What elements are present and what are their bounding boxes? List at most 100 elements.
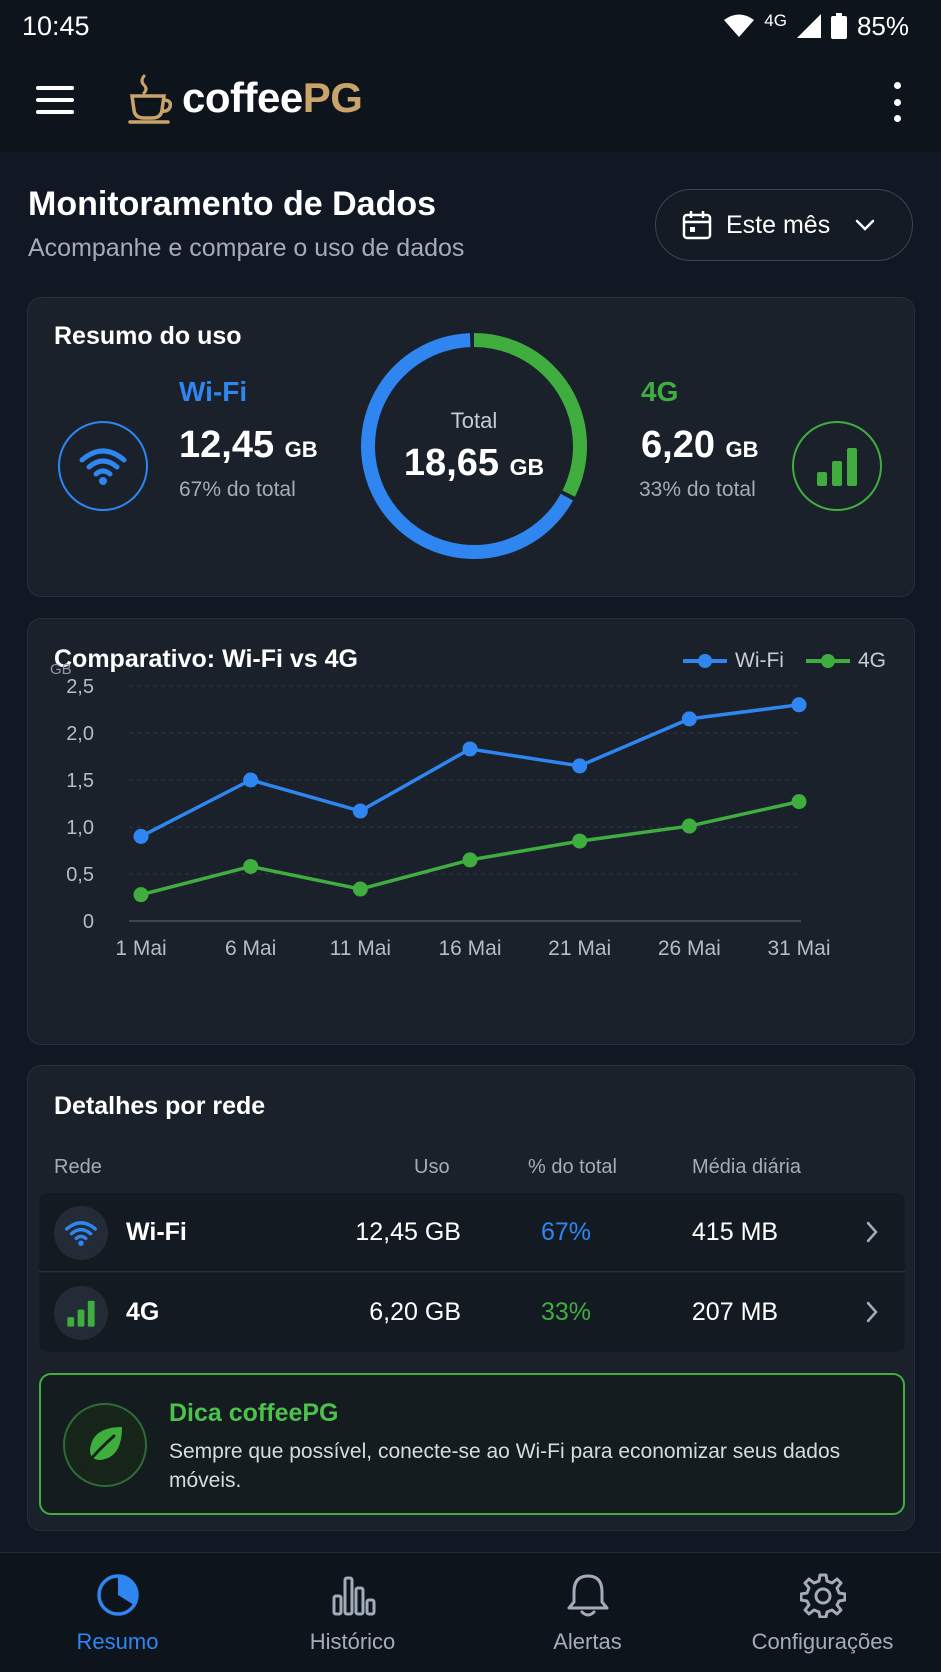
legend-item-4g: 4G: [805, 649, 886, 673]
coffee-cup-icon: [128, 74, 173, 124]
data-point-wifi[interactable]: [243, 772, 259, 788]
data-point-4g[interactable]: [462, 852, 478, 868]
y-tick-label: 1,0: [66, 817, 94, 839]
data-point-wifi[interactable]: [681, 711, 697, 727]
col-header-pct: % do total: [528, 1156, 617, 1178]
y-tick-label: 0,5: [66, 864, 94, 886]
legend-item-wifi: Wi-Fi: [683, 649, 784, 673]
series-line-4g: [140, 799, 800, 897]
gear-icon: [799, 1573, 846, 1618]
network-details-card: Detalhes por rede Rede Uso % do total Mé…: [27, 1065, 915, 1531]
leaf-icon: [84, 1427, 122, 1467]
legend-wifi-label: Wi-Fi: [735, 649, 784, 672]
row-network-name: 4G: [126, 1298, 160, 1326]
donut-segment-wifi: [361, 333, 587, 559]
wifi-label: Wi-Fi: [179, 376, 248, 407]
x-tick-label: 6 Mai: [225, 937, 276, 960]
data-point-wifi[interactable]: [133, 828, 149, 844]
legend-wifi-swatch: [683, 654, 727, 668]
signal-bars-icon: [817, 448, 857, 486]
network-type: 4G: [764, 11, 787, 30]
wifi-row-badge: [54, 1206, 108, 1260]
y-tick-label: 2,0: [66, 723, 94, 745]
wifi-usage: 12,45 GB: [179, 424, 318, 466]
usage-donut-chart: [361, 333, 587, 559]
nav-item-alertas[interactable]: Alertas: [470, 1553, 705, 1672]
more-options-button[interactable]: [891, 82, 903, 122]
x-tick-label: 1 Mai: [115, 937, 166, 960]
line-chart: GB 0 0,5 1,0 1,5 2,0 2,5 1 Mai 6 Mai 11 Mai 16 Mai…: [50, 661, 831, 960]
details-title: Detalhes por rede: [54, 1092, 266, 1120]
donut-segment-4g: [361, 333, 587, 559]
data-point-4g[interactable]: [352, 881, 368, 897]
table-row-4g[interactable]: 4G 6,20 GB 33% 207 MB: [39, 1273, 905, 1352]
total-label: Total: [450, 407, 498, 433]
period-selector[interactable]: Este mês: [655, 189, 913, 261]
bottom-navigation: Resumo Histórico Alertas C: [0, 1552, 941, 1672]
wifi-badge: [58, 421, 148, 511]
nav-item-configuracoes[interactable]: Configurações: [705, 1553, 940, 1672]
status-bar: 10:45 4G 85%: [0, 0, 941, 52]
page-subtitle: Acompanhe e compare o uso de dados: [28, 234, 465, 262]
col-header-uso: Uso: [414, 1156, 450, 1178]
bell-icon: [567, 1574, 608, 1617]
wifi-icon: [65, 1221, 97, 1246]
total-usage: 18,65 GB: [403, 441, 545, 484]
data-point-4g[interactable]: [133, 887, 149, 903]
battery-icon: [830, 13, 847, 39]
app-name: coffeePG: [182, 74, 363, 121]
nav-label: Configurações: [751, 1629, 894, 1654]
g4-row-badge: [54, 1286, 108, 1340]
y-tick-label: 1,5: [66, 770, 94, 792]
row-daily-average: 415 MB: [691, 1218, 779, 1246]
legend-4g-label: 4G: [857, 649, 886, 672]
nav-item-historico[interactable]: Histórico: [235, 1553, 470, 1672]
table-row-wifi[interactable]: Wi-Fi 12,45 GB 67% 415 MB: [39, 1193, 905, 1272]
row-usage: 6,20 GB: [369, 1298, 461, 1326]
row-network-name: Wi-Fi: [126, 1218, 187, 1246]
data-point-wifi[interactable]: [352, 803, 368, 819]
app-bar: coffeePG: [0, 52, 941, 152]
data-point-wifi[interactable]: [572, 758, 588, 774]
nav-label: Alertas: [553, 1629, 622, 1654]
pie-chart-icon: [96, 1574, 139, 1616]
row-daily-average: 207 MB: [691, 1298, 779, 1326]
g4-label: 4G: [641, 376, 679, 407]
data-point-wifi[interactable]: [462, 741, 478, 757]
chevron-right-icon: [866, 1221, 878, 1243]
chevron-right-icon: [866, 1301, 878, 1323]
data-point-4g[interactable]: [791, 794, 807, 810]
data-point-wifi[interactable]: [791, 697, 807, 713]
chevron-down-icon: [855, 219, 875, 231]
bar-chart-icon: [332, 1576, 375, 1616]
col-header-media: Média diária: [692, 1156, 801, 1178]
col-header-rede: Rede: [54, 1156, 102, 1178]
x-tick-label: 11 Mai: [330, 937, 391, 960]
g4-badge: [792, 421, 882, 511]
legend-4g-swatch: [805, 654, 850, 668]
wifi-share: 67% do total: [179, 478, 296, 501]
menu-button[interactable]: [36, 86, 74, 116]
status-icons: 4G 85%: [724, 11, 909, 42]
data-point-4g[interactable]: [243, 858, 259, 874]
nav-item-resumo[interactable]: Resumo: [0, 1553, 235, 1672]
row-share: 67%: [540, 1218, 592, 1246]
calendar-icon: [682, 211, 712, 240]
x-tick-label: 26 Mai: [658, 937, 721, 960]
signal-bars-icon: [67, 1300, 95, 1327]
nav-label: Histórico: [309, 1629, 396, 1654]
summary-title: Resumo do uso: [54, 322, 242, 350]
x-tick-label: 21 Mai: [548, 937, 611, 960]
chart-title: Comparativo: Wi-Fi vs 4G: [54, 645, 358, 673]
page-title: Monitoramento de Dados: [28, 185, 437, 223]
row-usage: 12,45 GB: [355, 1218, 461, 1246]
data-point-4g[interactable]: [572, 833, 588, 849]
period-label: Este mês: [726, 210, 831, 239]
g4-usage: 6,20 GB: [641, 424, 759, 466]
battery-level: 85%: [856, 10, 909, 41]
data-point-4g[interactable]: [681, 818, 697, 834]
tip-badge: [63, 1403, 147, 1487]
tip-banner: Dica coffeePG Sempre que possível, conec…: [39, 1373, 905, 1515]
status-time: 10:45: [22, 10, 90, 41]
tip-text: Sempre que possível, conecte-se ao Wi-Fi…: [169, 1440, 841, 1492]
